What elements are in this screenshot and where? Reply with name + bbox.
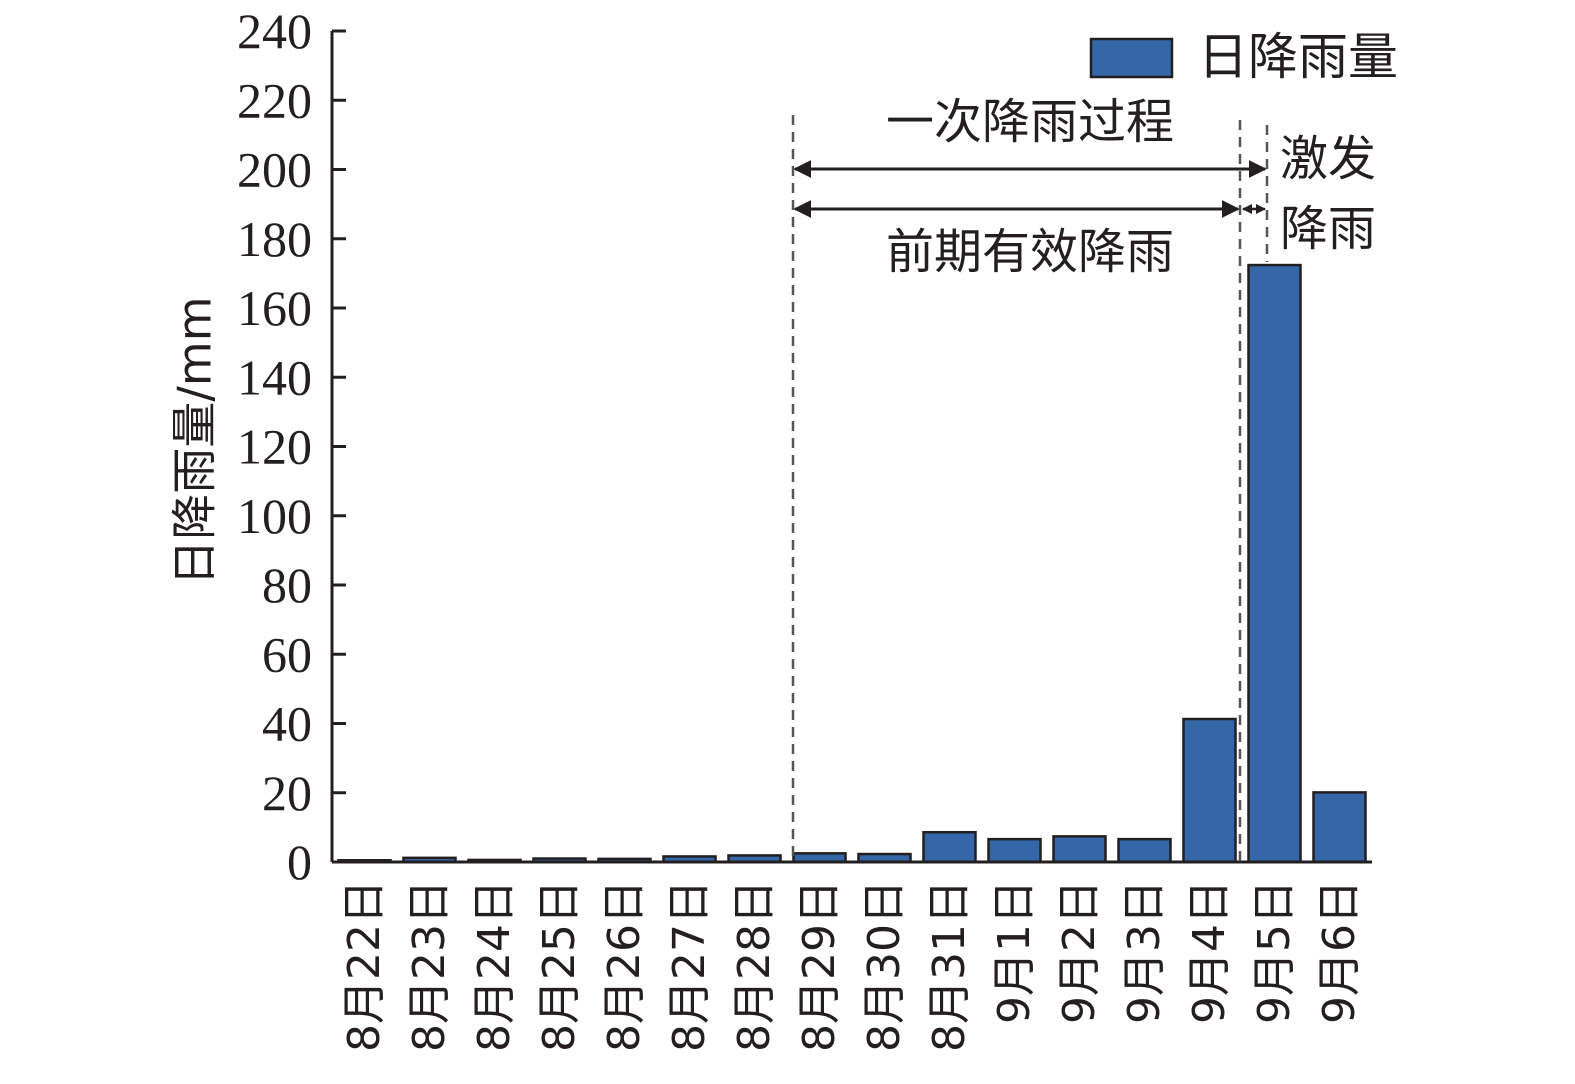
legend: 日降雨量 <box>1089 28 1398 86</box>
bar <box>1247 263 1302 864</box>
x-axis-ticks: 8月22日 8月23日 8月24日 8月25日 8月26日 8月27日 8月28日 8月29日… <box>339 880 1365 1052</box>
y-tick-label: 0 <box>287 834 312 890</box>
x-tick-label: 8月28日 <box>729 880 780 1052</box>
trigger-label-line1: 激发 <box>1280 131 1376 187</box>
x-tick-label: 8月22日 <box>339 880 390 1052</box>
x-tick-label: 9月6日 <box>1314 880 1365 1024</box>
y-tick-label: 120 <box>237 419 312 475</box>
x-tick-label: 9月3日 <box>1119 880 1170 1024</box>
x-tick-label: 8月27日 <box>664 880 715 1052</box>
bar <box>987 837 1042 864</box>
bar <box>1312 791 1367 864</box>
legend-swatch <box>1089 37 1174 79</box>
bar-series <box>337 263 1367 864</box>
y-axis-title: 日降雨量/mm <box>168 296 222 585</box>
y-tick-label: 200 <box>237 142 312 198</box>
x-tick-label: 9月1日 <box>989 880 1040 1024</box>
x-tick-label: 8月23日 <box>404 880 455 1052</box>
legend-label: 日降雨量 <box>1198 28 1398 86</box>
x-tick-label: 8月30日 <box>859 880 910 1052</box>
x-tick-label: 9月2日 <box>1054 880 1105 1024</box>
y-tick-label: 140 <box>237 349 312 405</box>
y-tick-label: 240 <box>237 3 312 59</box>
x-tick-label: 9月5日 <box>1249 880 1300 1024</box>
bar <box>922 830 977 864</box>
y-tick-label: 160 <box>237 280 312 336</box>
bar <box>1052 835 1107 864</box>
y-tick-label: 80 <box>262 557 312 613</box>
x-tick-label: 8月29日 <box>794 880 845 1052</box>
y-tick-label: 180 <box>237 211 312 267</box>
y-tick-label: 220 <box>237 72 312 128</box>
event-label: 一次降雨过程 <box>886 94 1174 150</box>
y-tick-label: 100 <box>237 488 312 544</box>
y-axis-ticks: 0 20 40 60 80 100 120 140 160 180 200 220 240 <box>237 3 346 890</box>
x-tick-label: 8月31日 <box>924 880 975 1052</box>
trigger-label-line2: 降雨 <box>1280 201 1376 257</box>
y-tick-label: 60 <box>262 626 312 682</box>
x-tick-label: 8月25日 <box>534 880 585 1052</box>
bar <box>1182 717 1237 864</box>
antecedent-label: 前期有效降雨 <box>886 224 1174 280</box>
x-tick-label: 8月24日 <box>469 880 520 1052</box>
bar <box>1117 837 1172 864</box>
x-tick-label: 8月26日 <box>599 880 650 1052</box>
y-tick-label: 20 <box>262 765 312 821</box>
x-tick-label: 9月4日 <box>1184 880 1235 1024</box>
y-tick-label: 40 <box>262 696 312 752</box>
